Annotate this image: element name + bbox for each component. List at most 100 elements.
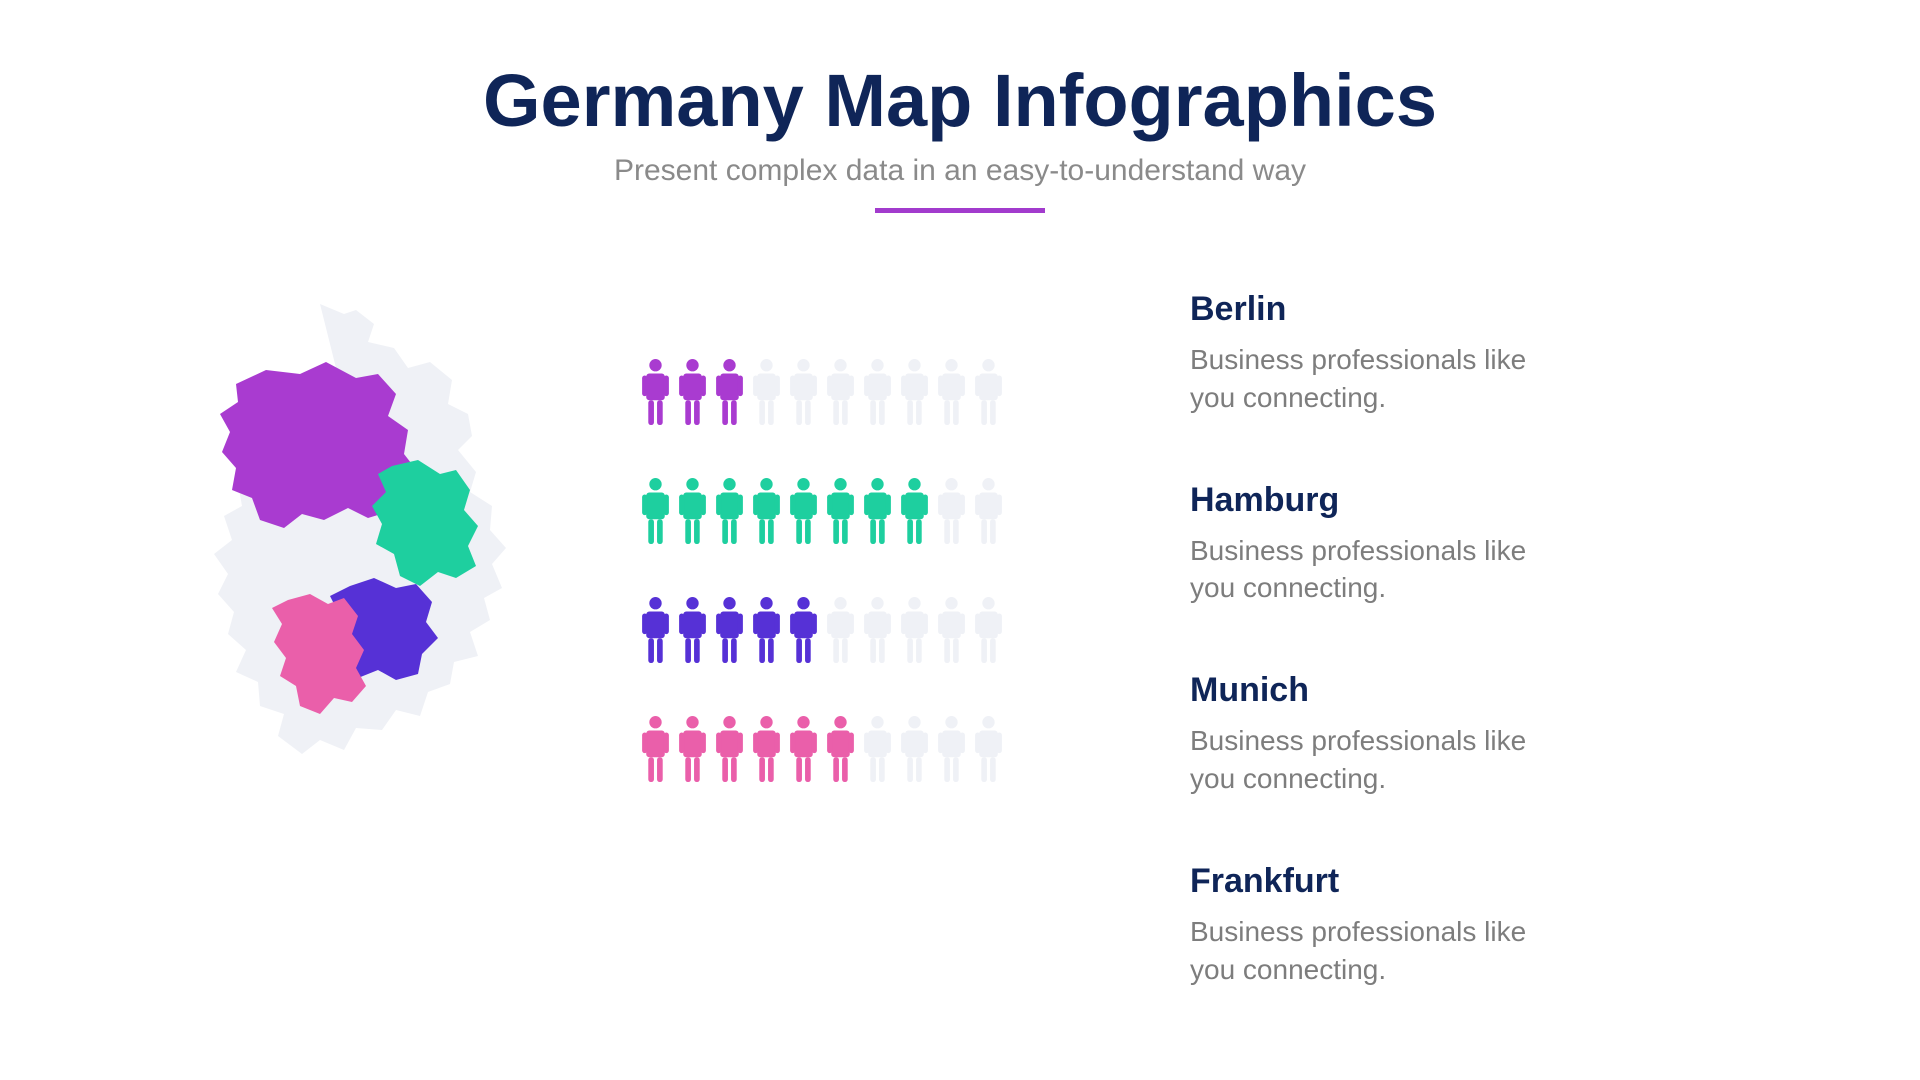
person-icon — [640, 715, 671, 783]
person-icon-filled — [714, 596, 745, 669]
person-icon-filled — [714, 477, 745, 550]
city-list: Berlin Business professionals like you co… — [1190, 290, 1530, 988]
city-description: Business professionals like you connecti… — [1190, 341, 1530, 417]
person-icon — [862, 715, 893, 783]
person-icon-filled — [714, 715, 745, 788]
person-icon-filled — [751, 715, 782, 788]
person-icon — [899, 477, 930, 545]
person-icon-empty — [936, 715, 967, 788]
city-block: Hamburg Business professionals like you c… — [1190, 481, 1530, 608]
person-icon — [714, 477, 745, 545]
germany-map — [140, 298, 520, 818]
person-icon — [788, 358, 819, 426]
person-icon — [825, 477, 856, 545]
person-icon — [825, 596, 856, 664]
person-icon — [936, 715, 967, 783]
person-icon — [973, 715, 1004, 783]
person-icon-filled — [788, 596, 819, 669]
person-icon-empty — [751, 358, 782, 431]
person-icon — [751, 715, 782, 783]
city-block: Munich Business professionals like you co… — [1190, 671, 1530, 798]
person-icon — [751, 596, 782, 664]
person-icon-empty — [825, 358, 856, 431]
city-description: Business professionals like you connecti… — [1190, 532, 1530, 608]
person-icon-empty — [936, 477, 967, 550]
person-icon — [677, 715, 708, 783]
person-icon — [936, 477, 967, 545]
person-icon-filled — [640, 477, 671, 550]
person-icon-empty — [899, 358, 930, 431]
person-icon — [677, 358, 708, 426]
person-icon — [973, 477, 1004, 545]
germany-map-svg — [140, 298, 520, 818]
person-icon — [862, 596, 893, 664]
pictogram-row — [640, 596, 1004, 669]
person-icon-filled — [788, 715, 819, 788]
person-icon-filled — [899, 477, 930, 550]
person-icon-filled — [825, 715, 856, 788]
person-icon-filled — [825, 477, 856, 550]
person-icon-filled — [862, 477, 893, 550]
person-icon-filled — [677, 477, 708, 550]
person-icon — [973, 596, 1004, 664]
city-description: Business professionals like you connecti… — [1190, 722, 1530, 798]
person-icon-empty — [973, 596, 1004, 669]
person-icon-filled — [640, 715, 671, 788]
person-icon-empty — [862, 358, 893, 431]
city-name: Munich — [1190, 671, 1530, 710]
person-icon — [899, 358, 930, 426]
person-icon-filled — [640, 358, 671, 431]
person-icon — [936, 358, 967, 426]
person-icon — [825, 715, 856, 783]
pictogram-column — [640, 358, 1004, 788]
person-icon — [677, 477, 708, 545]
person-icon — [825, 358, 856, 426]
person-icon — [714, 715, 745, 783]
person-icon-filled — [751, 477, 782, 550]
city-block: Frankfurt Business professionals like you… — [1190, 862, 1530, 989]
title-underline — [875, 208, 1045, 213]
person-icon — [899, 596, 930, 664]
pictogram-row — [640, 358, 1004, 431]
person-icon-empty — [825, 596, 856, 669]
person-icon — [751, 358, 782, 426]
person-icon — [751, 477, 782, 545]
person-icon-empty — [862, 596, 893, 669]
person-icon — [862, 358, 893, 426]
slide-title: Germany Map Infographics — [0, 58, 1920, 143]
person-icon — [788, 477, 819, 545]
person-icon — [899, 715, 930, 783]
person-icon-filled — [788, 477, 819, 550]
pictogram-row — [640, 715, 1004, 788]
person-icon-empty — [936, 358, 967, 431]
person-icon-empty — [973, 715, 1004, 788]
person-icon — [862, 477, 893, 545]
person-icon — [788, 596, 819, 664]
person-icon — [677, 596, 708, 664]
city-name: Berlin — [1190, 290, 1530, 329]
city-description: Business professionals like you connecti… — [1190, 913, 1530, 989]
person-icon-empty — [899, 715, 930, 788]
slide-subtitle: Present complex data in an easy-to-under… — [0, 154, 1920, 188]
city-name: Frankfurt — [1190, 862, 1530, 901]
person-icon — [714, 358, 745, 426]
person-icon — [640, 596, 671, 664]
person-icon-filled — [677, 715, 708, 788]
person-icon — [788, 715, 819, 783]
person-icon-filled — [677, 358, 708, 431]
city-block: Berlin Business professionals like you co… — [1190, 290, 1530, 417]
infographic-slide: Germany Map Infographics Present complex… — [0, 0, 1920, 1080]
city-name: Hamburg — [1190, 481, 1530, 520]
person-icon-filled — [677, 596, 708, 669]
person-icon-filled — [640, 596, 671, 669]
person-icon-empty — [899, 596, 930, 669]
person-icon-filled — [751, 596, 782, 669]
person-icon — [973, 358, 1004, 426]
person-icon — [640, 477, 671, 545]
person-icon-empty — [973, 358, 1004, 431]
person-icon-empty — [936, 596, 967, 669]
person-icon-filled — [714, 358, 745, 431]
person-icon — [714, 596, 745, 664]
person-icon — [640, 358, 671, 426]
pictogram-row — [640, 477, 1004, 550]
